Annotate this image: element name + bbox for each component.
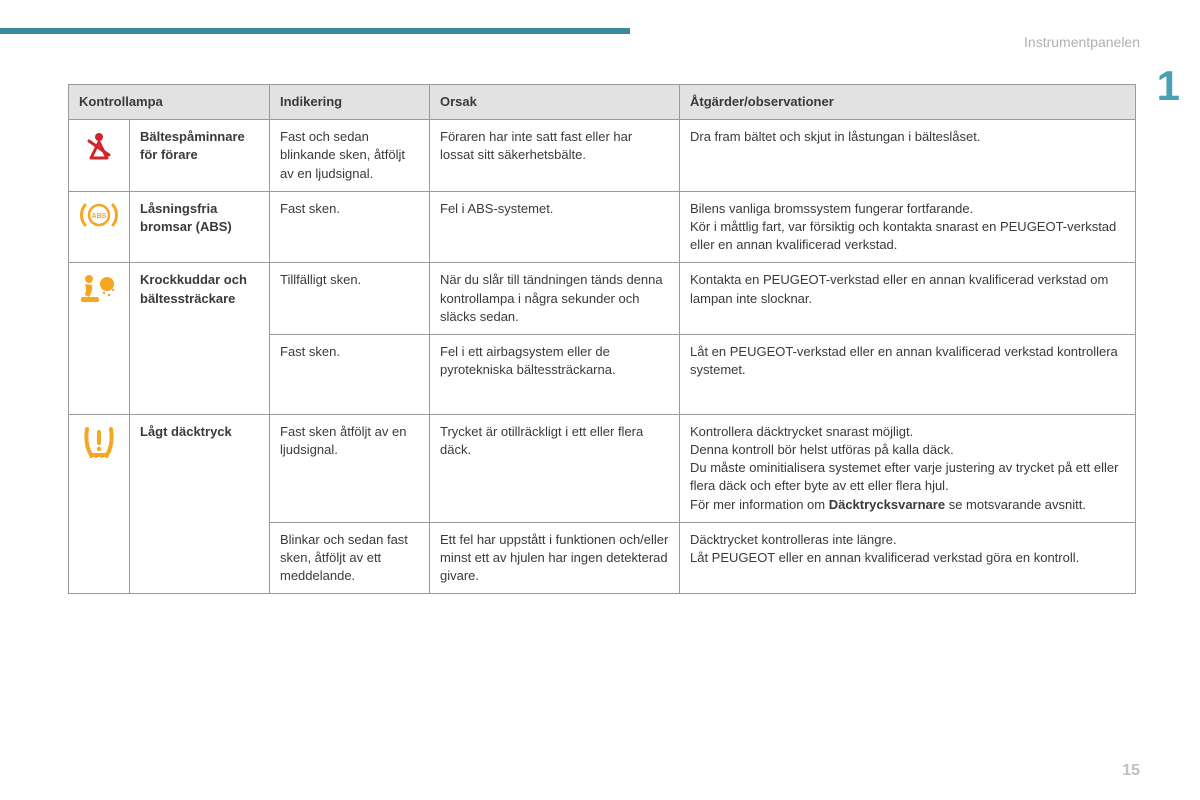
seatbelt-indication: Fast och sedan blinkande sken, åtföljt a… [270, 120, 430, 192]
tyre-name: Lågt däcktryck [130, 414, 270, 594]
abs-cause: Fel i ABS-systemet. [430, 191, 680, 263]
table-row: ABS Låsningsfria bromsar (ABS) Fast sken… [69, 191, 1136, 263]
table-row: Bältespåminnare för förare Fast och seda… [69, 120, 1136, 192]
tyre-pressure-icon [79, 423, 119, 459]
table-row: Lågt däcktryck Fast sken åtföljt av en l… [69, 414, 1136, 522]
table-row: Krockkuddar och bältessträckare Tillfäll… [69, 263, 1136, 335]
tyre-indication-2: Blinkar och sedan fast sken, åtföljt av … [270, 522, 430, 594]
tyre-icon-cell [69, 414, 130, 594]
table-header-row: Kontrollampa Indikering Orsak Åtgärder/o… [69, 85, 1136, 120]
tyre-cause-1: Trycket är otillräckligt i ett eller fle… [430, 414, 680, 522]
airbag-action-2: Låt en PEUGEOT-verkstad eller en annan k… [680, 334, 1136, 414]
airbag-name: Krockkuddar och bältessträckare [130, 263, 270, 415]
tyre-action-1-post: se motsvarande avsnitt. [945, 497, 1086, 512]
airbag-icon-cell [69, 263, 130, 415]
airbag-icon [79, 271, 119, 305]
tyre-cause-2: Ett fel har uppstått i funktionen och/el… [430, 522, 680, 594]
header-lamp: Kontrollampa [69, 85, 270, 120]
svg-text:ABS: ABS [92, 213, 107, 220]
airbag-indication-1: Tillfälligt sken. [270, 263, 430, 335]
tyre-action-2: Däcktrycket kontrolleras inte längre.Låt… [680, 522, 1136, 594]
seatbelt-action: Dra fram bältet och skjut in låstungan i… [680, 120, 1136, 192]
page-number: 15 [1122, 762, 1140, 780]
abs-icon: ABS [80, 200, 118, 230]
tyre-action-1-bold: Däcktrycksvarnare [829, 497, 945, 512]
airbag-action-1: Kontakta en PEUGEOT-verkstad eller en an… [680, 263, 1136, 335]
abs-action: Bilens vanliga bromssystem fungerar fort… [680, 191, 1136, 263]
seatbelt-icon-cell [69, 120, 130, 192]
airbag-cause-1: När du slår till tändningen tänds denna … [430, 263, 680, 335]
abs-icon-cell: ABS [69, 191, 130, 263]
accent-bar [0, 28, 630, 34]
header-cause: Orsak [430, 85, 680, 120]
seatbelt-name: Bältespåminnare för förare [130, 120, 270, 192]
chapter-number: 1 [1157, 62, 1180, 110]
seatbelt-icon [82, 128, 116, 162]
header-action: Åtgärder/observationer [680, 85, 1136, 120]
airbag-cause-2: Fel i ett airbagsystem eller de pyrotekn… [430, 334, 680, 414]
warning-lamps-table: Kontrollampa Indikering Orsak Åtgärder/o… [68, 84, 1136, 594]
section-label: Instrumentpanelen [1024, 34, 1140, 50]
tyre-indication-1: Fast sken åtföljt av en ljudsignal. [270, 414, 430, 522]
tyre-action-1: Kontrollera däcktrycket snarast möjligt.… [680, 414, 1136, 522]
seatbelt-cause: Föraren har inte satt fast eller har los… [430, 120, 680, 192]
abs-name: Låsningsfria bromsar (ABS) [130, 191, 270, 263]
abs-indication: Fast sken. [270, 191, 430, 263]
header-indication: Indikering [270, 85, 430, 120]
airbag-indication-2: Fast sken. [270, 334, 430, 414]
